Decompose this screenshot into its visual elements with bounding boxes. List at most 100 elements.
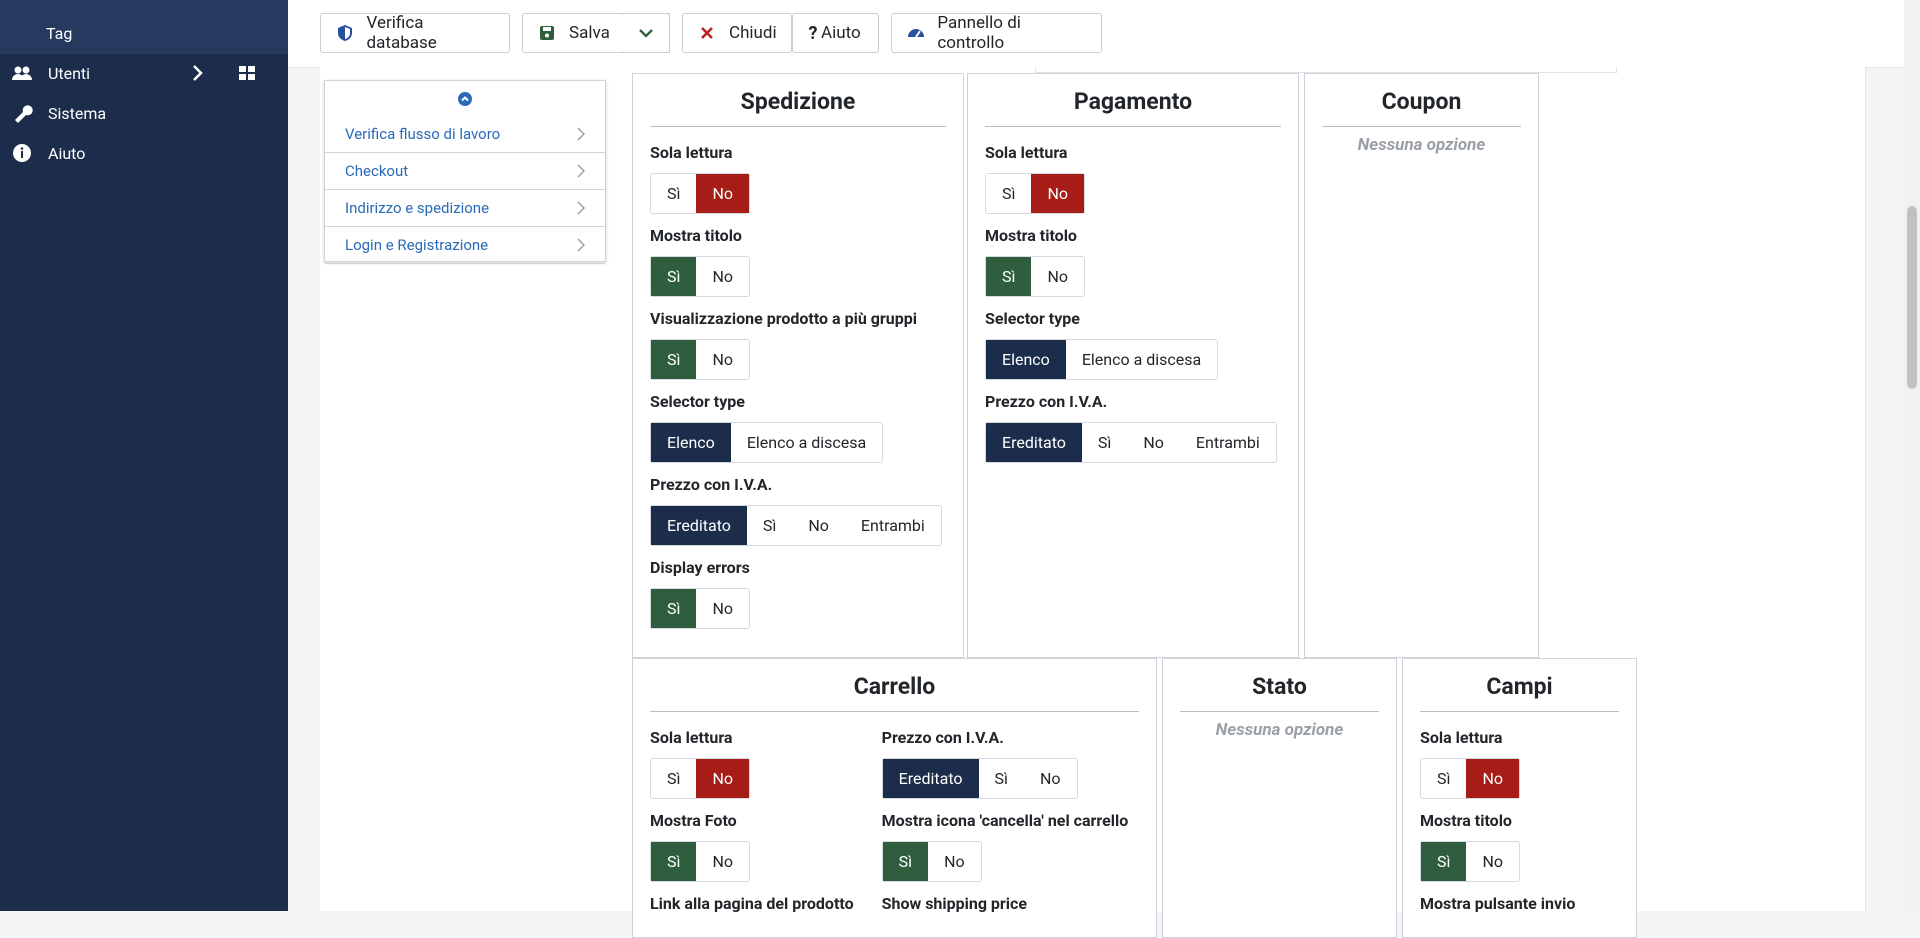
option-button[interactable]: Sì bbox=[651, 340, 697, 379]
sidebar-highlight bbox=[0, 0, 288, 54]
option-button[interactable]: No bbox=[712, 350, 734, 369]
menu-label: Checkout bbox=[345, 162, 409, 180]
scrollbar-thumb[interactable] bbox=[1907, 206, 1917, 389]
button-group: Ereditato Sì No bbox=[881, 758, 1078, 799]
option-button[interactable]: No bbox=[696, 174, 750, 213]
option-button[interactable]: No bbox=[808, 516, 829, 535]
toolbar-button[interactable]: Verifica database bbox=[320, 13, 510, 53]
option-button[interactable]: Sì bbox=[1437, 769, 1451, 788]
panel-title: Carrello bbox=[650, 663, 1139, 712]
option-button[interactable]: No bbox=[1143, 433, 1164, 452]
button-label: Pannello di controllo bbox=[937, 13, 1021, 53]
sidebar-item[interactable]: Sistema bbox=[0, 93, 288, 133]
columns: Sola lettura Sì No Mostra titolo Sì No Mostra … bbox=[1420, 728, 1619, 924]
option-button[interactable]: Sì bbox=[1097, 433, 1112, 452]
option-button[interactable]: Sì bbox=[651, 257, 697, 296]
option-group: Selector type Elenco Elenco a discesa bbox=[650, 392, 942, 475]
option-button[interactable]: Sì bbox=[986, 257, 1032, 296]
column: Sola lettura Sì No Mostra titolo Sì No Selecto… bbox=[985, 143, 1277, 475]
option-button[interactable]: Sì bbox=[651, 589, 697, 628]
button-group: Sì No bbox=[985, 173, 1086, 214]
option-label: Show shipping price bbox=[881, 894, 1027, 913]
option-button[interactable]: Elenco a discesa bbox=[746, 433, 867, 452]
button-group: Ereditato Sì No Entrambi bbox=[985, 422, 1277, 463]
icon bbox=[540, 26, 554, 40]
menu-item[interactable]: Verifica flusso di lavoro bbox=[325, 116, 605, 153]
option-label: Prezzo con I.V.A. bbox=[985, 392, 1108, 411]
sidebar-item[interactable]: Utenti bbox=[0, 53, 288, 93]
option-button[interactable]: No bbox=[1047, 267, 1069, 286]
button-label: Salva bbox=[569, 23, 610, 43]
settings-panel: Campi Sola lettura Sì No Mostra titolo Sì No Mo… bbox=[1402, 658, 1637, 938]
option-group: Display errors Sì No bbox=[650, 558, 942, 641]
panel-title: Coupon bbox=[1322, 78, 1521, 127]
toolbar-button[interactable]: Salva bbox=[522, 13, 670, 53]
option-button[interactable]: No bbox=[712, 852, 734, 871]
collapse[interactable] bbox=[325, 81, 605, 116]
menu-item[interactable]: Checkout bbox=[325, 153, 605, 190]
option-label: Sola lettura bbox=[650, 728, 733, 747]
button-group: Elenco Elenco a discesa bbox=[650, 422, 884, 463]
icon bbox=[577, 164, 585, 178]
option-label: Sola lettura bbox=[985, 143, 1068, 162]
option-button[interactable]: Sì bbox=[667, 184, 681, 203]
option-button[interactable]: Sì bbox=[994, 769, 1008, 788]
empty-note: Nessuna opzione bbox=[1215, 720, 1344, 740]
menu-item[interactable]: Indirizzo e spedizione bbox=[325, 190, 605, 227]
option-button[interactable]: Sì bbox=[1002, 184, 1016, 203]
option-label: Sola lettura bbox=[1420, 728, 1503, 747]
option-button[interactable]: Elenco bbox=[651, 423, 731, 462]
option-button[interactable]: Sì bbox=[1421, 842, 1467, 881]
option-button[interactable]: Ereditato bbox=[651, 506, 747, 545]
option-button[interactable]: Elenco a discesa bbox=[1081, 350, 1202, 369]
icon bbox=[639, 29, 653, 38]
option-group: Mostra titolo Sì No bbox=[1420, 811, 1575, 894]
menu-item[interactable]: Login e Registrazione bbox=[325, 227, 605, 264]
option-group: Mostra titolo Sì No bbox=[985, 226, 1277, 309]
icon bbox=[577, 201, 585, 215]
toolbar-button[interactable]: Pannello di controllo bbox=[891, 13, 1102, 53]
settings-panel: Carrello Sola lettura Sì No Mostra Foto Sì No L… bbox=[632, 658, 1157, 938]
settings-panel: Pagamento Sola lettura Sì No Mostra titolo Sì… bbox=[967, 73, 1299, 658]
toolbar-button[interactable]: ? Aiuto bbox=[792, 13, 879, 53]
option-group: Selector type Elenco Elenco a discesa bbox=[985, 309, 1277, 392]
column: Prezzo con I.V.A. Ereditato Sì No Mostra ico… bbox=[881, 728, 1139, 924]
option-button[interactable]: No bbox=[712, 599, 734, 618]
icon bbox=[193, 65, 203, 81]
column: Sola lettura Sì No Mostra titolo Sì No Mostra … bbox=[1420, 728, 1575, 924]
option-button[interactable]: Ereditato bbox=[986, 423, 1082, 462]
columns: Sola lettura Sì No Mostra titolo Sì No Selecto… bbox=[985, 143, 1281, 475]
option-button[interactable]: No bbox=[1031, 174, 1085, 213]
option-button[interactable]: Sì bbox=[667, 769, 681, 788]
option-button[interactable]: No bbox=[712, 267, 734, 286]
option-button[interactable]: No bbox=[1466, 759, 1520, 798]
scrollbar[interactable] bbox=[1904, 0, 1920, 911]
empty-note: Nessuna opzione bbox=[1357, 135, 1486, 155]
dropdown-toggle[interactable] bbox=[622, 13, 670, 53]
option-button[interactable]: Entrambi bbox=[1195, 433, 1260, 452]
icon bbox=[338, 25, 352, 41]
option-button[interactable]: No bbox=[944, 852, 965, 871]
toolbar-button[interactable]: Chiudi bbox=[682, 13, 792, 53]
option-label: Mostra titolo bbox=[1420, 811, 1512, 830]
option-button[interactable]: Ereditato bbox=[882, 759, 979, 798]
sidebar-item[interactable]: Aiuto bbox=[0, 133, 288, 173]
option-button[interactable]: Sì bbox=[882, 842, 929, 881]
button-group: Sì No bbox=[650, 841, 751, 882]
option-group: Show shipping price bbox=[882, 894, 1139, 914]
sidebar-label: Sistema bbox=[48, 103, 107, 123]
option-button[interactable]: Elenco bbox=[986, 340, 1066, 379]
sidebar-item[interactable]: Tag bbox=[0, 13, 334, 53]
option-button[interactable]: Entrambi bbox=[860, 516, 925, 535]
option-button[interactable]: Sì bbox=[651, 842, 697, 881]
panel-title: Pagamento bbox=[985, 78, 1281, 127]
option-button[interactable]: No bbox=[696, 759, 750, 798]
button-label: Verifica database bbox=[366, 13, 437, 53]
option-label: Mostra pulsante invio bbox=[1420, 894, 1576, 913]
sidebar-label: Tag bbox=[46, 23, 73, 43]
menu-label: Login e Registrazione bbox=[345, 236, 489, 254]
option-button[interactable]: Sì bbox=[762, 516, 777, 535]
collapse-icon bbox=[458, 91, 472, 106]
option-button[interactable]: No bbox=[1040, 769, 1061, 788]
option-button[interactable]: No bbox=[1482, 852, 1504, 871]
